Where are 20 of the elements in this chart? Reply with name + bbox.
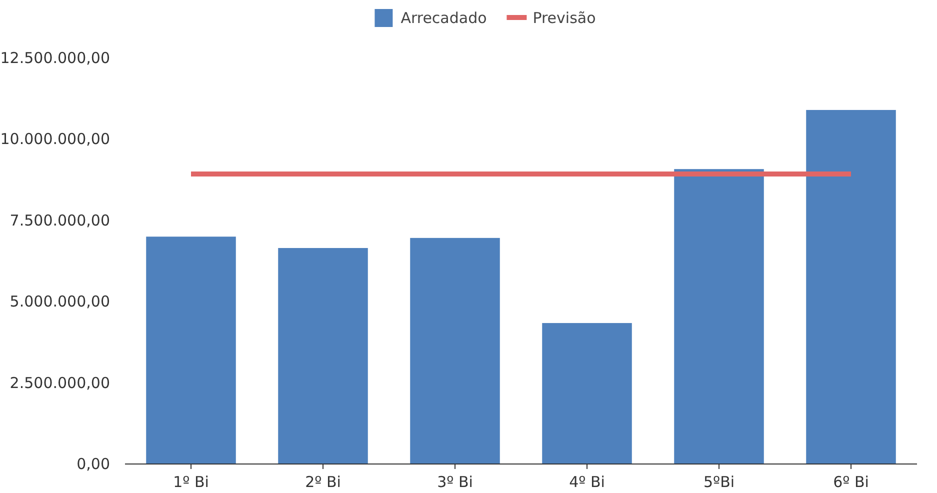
bar [410, 238, 500, 464]
bar [278, 248, 368, 464]
x-tick-label: 4º Bi [569, 473, 605, 491]
x-tick-label: 6º Bi [833, 473, 869, 491]
bar [806, 110, 896, 464]
legend-label: Arrecadado [400, 9, 487, 27]
y-tick-label: 0,00 [76, 455, 110, 473]
bar [542, 323, 632, 464]
y-tick-label: 7.500.000,00 [10, 211, 110, 230]
y-tick-label: 2.500.000,00 [10, 374, 110, 392]
y-tick-label: 12.500.000,00 [0, 49, 110, 67]
bar [146, 236, 236, 464]
legend-label: Previsão [532, 9, 596, 27]
y-tick-label: 10.000.000,00 [0, 130, 110, 148]
x-tick-label: 1º Bi [173, 473, 209, 491]
x-tick-label: 3º Bi [437, 473, 473, 491]
x-tick-label: 2º Bi [305, 473, 341, 491]
bar [674, 169, 764, 464]
y-tick-label: 5.000.000,00 [10, 292, 110, 311]
x-tick-label: 5ºBi [703, 473, 735, 491]
